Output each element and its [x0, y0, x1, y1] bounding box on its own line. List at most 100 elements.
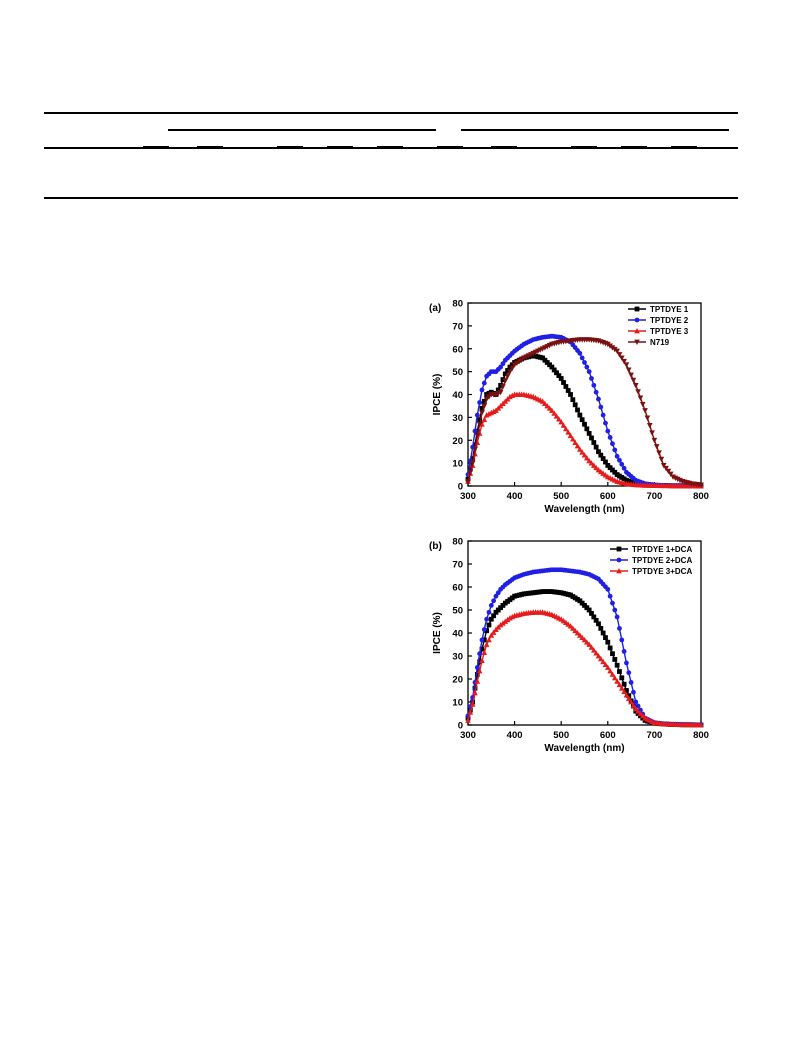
data-point [586, 430, 592, 436]
data-point [630, 702, 637, 708]
data-point [486, 622, 492, 628]
data-point [610, 441, 615, 447]
data-point [488, 603, 494, 608]
data-point [621, 688, 627, 695]
data-point [479, 646, 485, 652]
data-point [498, 364, 504, 370]
data-point [472, 428, 478, 434]
data-point [660, 463, 667, 469]
data-point [477, 659, 483, 665]
data-point [663, 465, 669, 472]
data-point [584, 454, 590, 461]
data-point [488, 616, 494, 622]
ipce-chart-a: (a) 0 10 20 30 40 50 60 70 80 300 400 500 600 700 800 Wa… [420, 296, 710, 526]
x-tick-label: 700 [646, 730, 662, 741]
data-point [546, 405, 553, 411]
series-tptdye-3 [465, 391, 704, 489]
legend-marker [634, 317, 640, 323]
y-tick-label: 80 [452, 537, 463, 548]
data-point [621, 465, 627, 471]
y-axis-label: IPCE (%) [432, 374, 443, 416]
x-tick-label: 400 [507, 730, 523, 741]
data-point [603, 635, 608, 640]
data-point [584, 639, 590, 645]
data-point [628, 699, 634, 705]
data-point [504, 373, 511, 380]
data-point [556, 373, 562, 379]
data-point [539, 398, 546, 404]
data-point [632, 705, 639, 712]
data-point [631, 689, 636, 695]
data-point [639, 712, 646, 719]
data-point [612, 657, 618, 662]
data-point [605, 639, 611, 645]
data-point [484, 616, 490, 622]
x-tick-label: 700 [646, 491, 662, 502]
data-point [472, 447, 478, 453]
data-point [474, 678, 481, 684]
legend-label: TPTDYE 1+DCA [632, 545, 692, 554]
legend-marker [616, 557, 622, 563]
data-point [549, 364, 555, 370]
data-point [469, 701, 476, 707]
data-point [474, 412, 480, 418]
data-point [646, 422, 653, 429]
data-point [610, 600, 615, 606]
data-point [474, 672, 480, 677]
data-point [579, 449, 585, 455]
x-axis-label: Wavelength (nm) [544, 743, 624, 754]
y-tick-label: 70 [452, 321, 463, 332]
data-point [610, 651, 615, 657]
data-point [624, 660, 629, 666]
data-point [591, 440, 597, 445]
table-header-rule [44, 147, 738, 149]
ipce-chart-b: (b) 0 10 20 30 40 50 60 70 80 300 400 500 600 700 800 Wa… [420, 532, 710, 768]
data-point [635, 703, 641, 709]
data-point [500, 384, 506, 390]
data-point [596, 396, 601, 402]
data-point [653, 444, 660, 450]
x-tick-label: 600 [600, 730, 616, 741]
data-point [483, 641, 490, 647]
data-point [500, 361, 506, 367]
legend-label: TPTDYE 1 [650, 305, 689, 314]
data-point [630, 377, 637, 384]
data-point [632, 382, 639, 389]
data-point [579, 634, 585, 640]
legend-label: TPTDYE 2+DCA [632, 556, 692, 565]
data-point [618, 685, 625, 691]
y-tick-label: 80 [452, 299, 463, 310]
data-point [476, 667, 483, 674]
table-cell-fragment [197, 146, 223, 148]
data-point [474, 433, 481, 439]
data-point [616, 352, 623, 358]
y-tick-label: 50 [452, 367, 463, 378]
data-point [623, 362, 630, 368]
data-point [567, 623, 574, 629]
data-point [491, 613, 497, 619]
data-point [581, 636, 588, 643]
data-point [554, 370, 559, 376]
table-cell-fragment [571, 146, 597, 148]
data-point [582, 421, 587, 427]
data-point [589, 435, 594, 441]
data-point [698, 482, 704, 488]
data-point [591, 382, 597, 388]
data-point [467, 466, 473, 472]
data-point [465, 479, 471, 485]
data-point [561, 380, 566, 385]
data-point [596, 621, 601, 627]
y-tick-label: 0 [458, 482, 463, 493]
data-point [588, 644, 595, 650]
data-point [467, 469, 474, 476]
data-point [698, 722, 704, 728]
y-tick-label: 20 [452, 436, 463, 447]
data-point [614, 348, 620, 355]
data-point [477, 651, 483, 657]
panel-label: (a) [429, 303, 441, 314]
data-point [623, 692, 630, 698]
table-cell-fragment [671, 146, 697, 148]
data-point [586, 607, 592, 613]
data-point [617, 626, 622, 631]
data-point [600, 412, 606, 418]
